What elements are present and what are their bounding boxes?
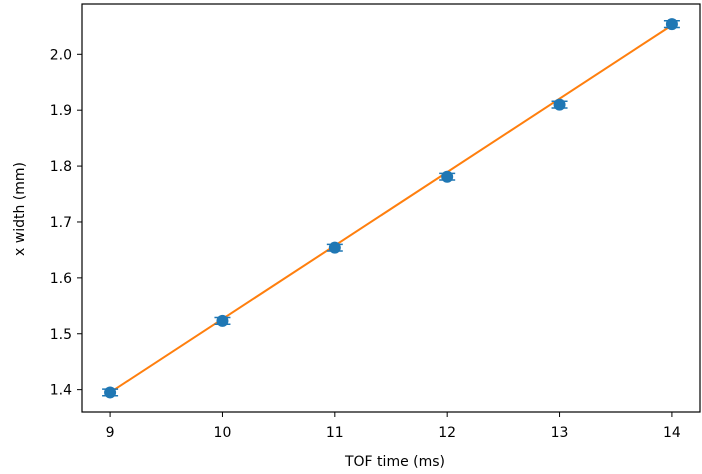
- y-axis-label: x width (mm): [12, 162, 28, 256]
- x-tick-label: 10: [214, 425, 232, 441]
- y-tick-label: 1.5: [50, 327, 72, 343]
- data-point: [441, 170, 454, 183]
- x-tick-label: 11: [326, 425, 344, 441]
- x-tick-label: 14: [663, 425, 681, 441]
- data-point: [216, 314, 229, 327]
- data-point: [104, 386, 117, 399]
- plot-area: [102, 18, 680, 399]
- fit-line: [109, 24, 673, 394]
- y-tick-label: 1.6: [50, 271, 72, 287]
- y-tick-label: 2.0: [50, 47, 72, 63]
- y-tick-label: 1.7: [50, 215, 72, 231]
- data-point: [328, 241, 341, 254]
- x-axis-label: TOF time (ms): [344, 454, 445, 470]
- axes-frame: [81, 3, 701, 413]
- data-point: [553, 98, 566, 111]
- x-tick-label: 9: [106, 425, 115, 441]
- y-tick-label: 1.9: [50, 103, 72, 119]
- x-tick-label: 13: [551, 425, 569, 441]
- axes: 9 10 11 12 13 14 1.4 1.5 1.6 1.7 1.8 1.9 2.0: [50, 3, 701, 441]
- y-tick-label: 1.4: [50, 383, 72, 399]
- y-tick-label: 1.8: [50, 159, 72, 175]
- data-point: [665, 18, 678, 31]
- x-tick-label: 12: [438, 425, 456, 441]
